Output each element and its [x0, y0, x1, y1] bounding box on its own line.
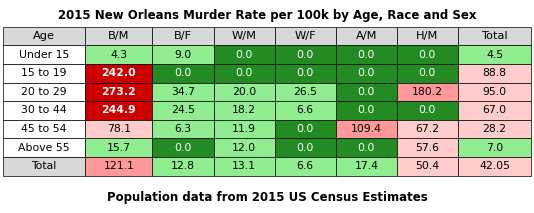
Text: 4.3: 4.3	[110, 50, 127, 60]
Text: 26.5: 26.5	[293, 87, 317, 97]
Text: 30 to 44: 30 to 44	[21, 105, 67, 115]
Text: 28.2: 28.2	[483, 124, 507, 134]
Text: 6.6: 6.6	[296, 161, 314, 171]
Text: 50.4: 50.4	[415, 161, 439, 171]
Text: 0.0: 0.0	[358, 68, 375, 78]
Text: 67.0: 67.0	[483, 105, 507, 115]
Text: 34.7: 34.7	[171, 87, 195, 97]
Text: 15.7: 15.7	[107, 143, 131, 153]
Text: 242.0: 242.0	[101, 68, 136, 78]
Text: W/F: W/F	[294, 31, 316, 41]
Text: W/M: W/M	[232, 31, 256, 41]
Text: 0.0: 0.0	[174, 68, 192, 78]
Text: 121.1: 121.1	[104, 161, 134, 171]
Text: Total: Total	[481, 31, 508, 41]
Text: 0.0: 0.0	[296, 124, 314, 134]
Text: 0.0: 0.0	[174, 143, 192, 153]
Text: Under 15: Under 15	[19, 50, 69, 60]
Text: 109.4: 109.4	[351, 124, 382, 134]
Text: 42.05: 42.05	[479, 161, 510, 171]
Text: B/M: B/M	[108, 31, 130, 41]
Text: 0.0: 0.0	[358, 87, 375, 97]
Text: 78.1: 78.1	[107, 124, 131, 134]
Text: 0.0: 0.0	[419, 105, 436, 115]
Text: 24.5: 24.5	[171, 105, 195, 115]
Text: 9.0: 9.0	[174, 50, 192, 60]
Text: Population data from 2015 US Census Estimates: Population data from 2015 US Census Esti…	[107, 191, 427, 204]
Text: 0.0: 0.0	[296, 68, 314, 78]
Text: 0.0: 0.0	[358, 105, 375, 115]
Text: 4.5: 4.5	[486, 50, 503, 60]
Text: 20 to 29: 20 to 29	[21, 87, 67, 97]
Text: 12.0: 12.0	[232, 143, 256, 153]
Text: Total: Total	[32, 161, 57, 171]
Text: 2015 New Orleans Murder Rate per 100k by Age, Race and Sex: 2015 New Orleans Murder Rate per 100k by…	[58, 9, 476, 22]
Text: Above 55: Above 55	[18, 143, 70, 153]
Text: 11.9: 11.9	[232, 124, 256, 134]
Text: A/M: A/M	[356, 31, 377, 41]
Text: 0.0: 0.0	[419, 68, 436, 78]
Text: 13.1: 13.1	[232, 161, 256, 171]
Text: 6.3: 6.3	[175, 124, 192, 134]
Text: 17.4: 17.4	[355, 161, 378, 171]
Text: 12.8: 12.8	[171, 161, 195, 171]
Text: 67.2: 67.2	[415, 124, 439, 134]
Text: 18.2: 18.2	[232, 105, 256, 115]
Text: 15 to 19: 15 to 19	[21, 68, 67, 78]
Text: H/M: H/M	[416, 31, 438, 41]
Text: 0.0: 0.0	[296, 143, 314, 153]
Text: Age: Age	[33, 31, 55, 41]
Text: 57.6: 57.6	[415, 143, 439, 153]
Text: 0.0: 0.0	[235, 50, 253, 60]
Text: 6.6: 6.6	[296, 105, 314, 115]
Text: 0.0: 0.0	[235, 68, 253, 78]
Text: 273.2: 273.2	[101, 87, 136, 97]
Text: 0.0: 0.0	[419, 50, 436, 60]
Text: 88.8: 88.8	[483, 68, 507, 78]
Text: 95.0: 95.0	[483, 87, 507, 97]
Text: B/F: B/F	[174, 31, 192, 41]
Text: 45 to 54: 45 to 54	[21, 124, 67, 134]
Text: 180.2: 180.2	[412, 87, 443, 97]
Text: 0.0: 0.0	[296, 50, 314, 60]
Text: 20.0: 20.0	[232, 87, 256, 97]
Text: 7.0: 7.0	[486, 143, 503, 153]
Text: 0.0: 0.0	[358, 50, 375, 60]
Text: 0.0: 0.0	[358, 143, 375, 153]
Text: 244.9: 244.9	[101, 105, 136, 115]
